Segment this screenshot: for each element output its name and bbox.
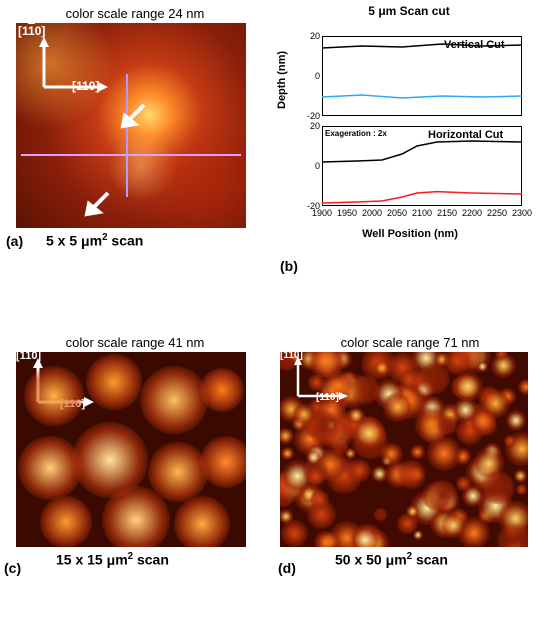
exaggeration-label: Exageration : 2x (325, 129, 387, 138)
afm-blob (427, 436, 462, 471)
panel-a-title: color scale range 24 nm (6, 6, 264, 21)
caption-value: 15 x 15 (56, 552, 103, 568)
afm-blob (397, 460, 426, 489)
title-value: 5 (368, 4, 375, 18)
mu-icon (378, 4, 385, 18)
ytick-label: 0 (315, 71, 320, 81)
caption-value: 50 x 50 (335, 552, 382, 568)
ytick-label: 20 (310, 121, 320, 131)
horizontal-cut-label: Horizontal Cut (428, 129, 503, 141)
panel-a-letter: (a) (6, 233, 23, 249)
afm-blob (24, 366, 84, 426)
xtick-label: 2150 (437, 208, 457, 218)
panel-d-image: [110] [110] (280, 352, 528, 547)
axis-label-vertical: [110] (280, 352, 303, 361)
afm-blob (477, 361, 488, 372)
panel-c-title: color scale range 41 nm (6, 335, 264, 350)
afm-blob (280, 428, 294, 444)
xtick-label: 2250 (487, 208, 507, 218)
ytick-label: 20 (310, 31, 320, 41)
afm-blob (374, 508, 387, 521)
panel-b-letter: (b) (280, 258, 298, 274)
afm-blob (86, 354, 142, 410)
afm-blob (413, 530, 423, 540)
afm-blob (371, 466, 388, 483)
feature-arrows-icon (16, 23, 246, 228)
afm-blob (345, 448, 356, 459)
afm-blob (306, 467, 325, 486)
xtick-label: 2100 (412, 208, 432, 218)
afm-blob (102, 486, 170, 547)
afm-blob (437, 415, 457, 435)
afm-blob (470, 408, 496, 434)
afm-blob (174, 496, 230, 547)
panel-c-caption: 15 x 15 m2 scan (56, 551, 264, 568)
vertical-cut-label: Vertical Cut (444, 39, 505, 51)
afm-blob (40, 496, 92, 547)
afm-blob (516, 484, 527, 495)
xtick-label: 2050 (387, 208, 407, 218)
xtick-label: 2200 (462, 208, 482, 218)
afm-blob (456, 476, 471, 491)
panel-b-title: 5 m Scan cut (280, 4, 538, 18)
panel-b: 5 m Scan cut Depth (nm) Well Position (n… (280, 4, 538, 238)
afm-blob (200, 368, 244, 412)
afm-blob (410, 445, 425, 460)
caption-value: 5 x 5 (46, 233, 77, 249)
xtick-label: 1950 (337, 208, 357, 218)
xtick-label: 2300 (512, 208, 532, 218)
panel-a-caption: 5 x 5 m2 scan (46, 232, 264, 249)
mu-icon (107, 552, 116, 568)
panel-c: color scale range 41 nm [110] [110] 15 x… (6, 335, 264, 568)
ytick-label: 0 (315, 161, 320, 171)
xtick-label: 1900 (312, 208, 332, 218)
caption-unit: m (115, 552, 127, 568)
axis-label-vertical: [110] (16, 352, 41, 362)
chart-xlabel: Well Position (nm) (290, 228, 530, 240)
afm-blob (453, 372, 483, 402)
afm-blob (380, 443, 402, 465)
caption-unit: m (394, 552, 406, 568)
mu-icon (81, 233, 90, 249)
afm-blob (443, 352, 470, 375)
afm-blob (314, 531, 337, 547)
ytick-label: -20 (307, 111, 320, 121)
afm-blob (506, 410, 527, 431)
caption-suffix: scan (412, 552, 448, 568)
afm-blob (383, 392, 412, 421)
panel-a: color scale range 24 nm [110] [110] 5 x … (6, 6, 264, 249)
xtick-label: 2000 (362, 208, 382, 218)
caption-unit: m (90, 233, 102, 249)
caption-suffix: scan (108, 233, 144, 249)
afm-blob (353, 417, 385, 449)
panel-c-letter: (c) (4, 560, 21, 576)
axis-arrows-icon (284, 356, 356, 418)
afm-blob (306, 450, 321, 465)
caption-suffix: scan (133, 552, 169, 568)
mu-icon (386, 552, 395, 568)
panel-d: color scale range 71 nm [110] [110] 50 x… (280, 335, 540, 568)
afm-blob (281, 447, 294, 460)
panel-c-image: [110] [110] (16, 352, 246, 547)
afm-blob (200, 436, 246, 488)
panel-d-caption: 50 x 50 m2 scan (335, 551, 540, 568)
panel-d-letter: (d) (278, 560, 296, 576)
afm-blob (140, 366, 208, 434)
panel-d-title: color scale range 71 nm (280, 335, 540, 350)
chart-ylabel: Depth (nm) (276, 51, 288, 109)
afm-blob (481, 471, 515, 505)
afm-blob (428, 480, 457, 509)
scan-cut-chart: Depth (nm) Well Position (nm) -20020-200… (290, 18, 530, 238)
afm-blob (348, 459, 371, 482)
afm-blob (374, 360, 390, 376)
axis-label-horizontal: [110] (316, 392, 339, 403)
title-unit: m Scan cut (386, 4, 450, 18)
afm-blob (514, 469, 527, 482)
panel-a-image: [110] [110] (16, 23, 246, 228)
afm-blob (518, 379, 528, 395)
